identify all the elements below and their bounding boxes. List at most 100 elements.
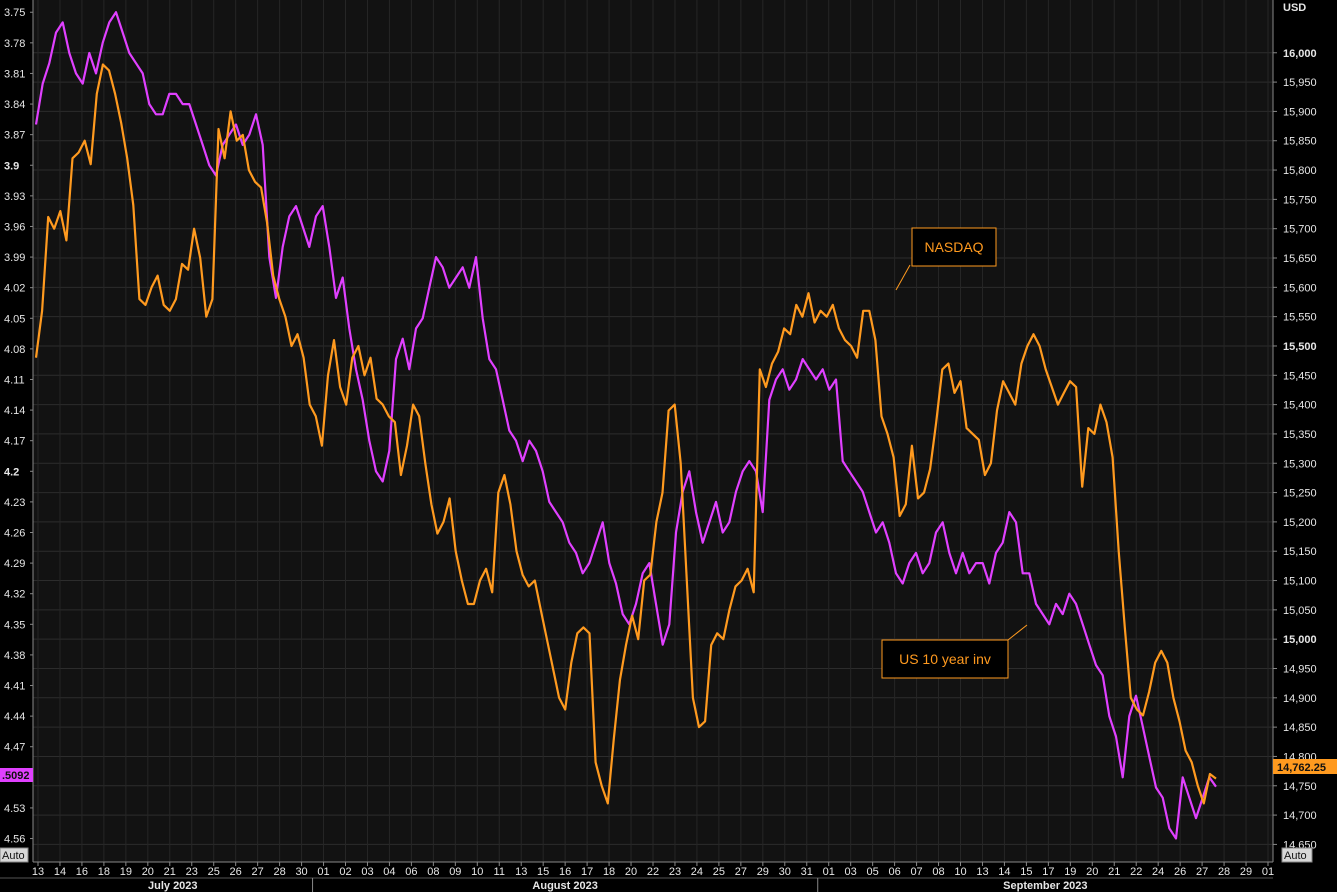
right-tick-label: 14,700 <box>1283 810 1317 822</box>
x-tick-label: 22 <box>647 866 659 878</box>
x-tick-label: 26 <box>1174 866 1186 878</box>
right-tick-label: 16,000 <box>1283 48 1317 60</box>
left-tick-label: 4.44 <box>4 711 25 723</box>
x-tick-label: 14 <box>998 866 1010 878</box>
x-tick-label: 13 <box>32 866 44 878</box>
x-tick-label: 30 <box>295 866 307 878</box>
right-tick-label: 15,900 <box>1283 106 1317 118</box>
right-tick-label: 15,350 <box>1283 429 1317 441</box>
left-tick-label: 4.02 <box>4 283 25 295</box>
x-tick-label: 20 <box>1086 866 1098 878</box>
left-tick-label: 4.56 <box>4 834 25 846</box>
nasdaq-series-line <box>34 63 1217 805</box>
x-tick-label: 19 <box>120 866 132 878</box>
x-tick-label: 08 <box>932 866 944 878</box>
x-tick-label: 08 <box>427 866 439 878</box>
right-tick-label: 14,750 <box>1283 781 1317 793</box>
right-tick-label: 15,250 <box>1283 488 1317 500</box>
right-tick-label: 15,100 <box>1283 576 1317 588</box>
right-tick-label: 15,800 <box>1283 165 1317 177</box>
right-tick-label: 15,050 <box>1283 605 1317 617</box>
right-tick-label: 15,950 <box>1283 77 1317 89</box>
x-tick-label: 30 <box>779 866 791 878</box>
x-tick-label: 23 <box>669 866 681 878</box>
x-tick-label: 21 <box>164 866 176 878</box>
month-labels: July 2023 August 2023 September 2023 <box>148 878 1088 892</box>
left-tick-label: 4.11 <box>4 374 25 386</box>
right-tick-label: 14,850 <box>1283 722 1317 734</box>
left-tick-label: 4.32 <box>4 589 25 601</box>
x-tick-label: 02 <box>339 866 351 878</box>
left-tick-label: 4.23 <box>4 497 25 509</box>
x-tick-label: 14 <box>54 866 66 878</box>
left-tick-label: 4.47 <box>4 742 25 754</box>
left-tick-label: 4.41 <box>4 681 25 693</box>
right-tick-label: 15,400 <box>1283 400 1317 412</box>
x-tick-label: 18 <box>603 866 615 878</box>
x-tick-label: 24 <box>1152 866 1164 878</box>
left-tick-label: 3.87 <box>4 130 25 142</box>
right-tick-label: 15,150 <box>1283 546 1317 558</box>
x-tick-label: 16 <box>559 866 571 878</box>
right-tick-label: 15,850 <box>1283 136 1317 148</box>
x-tick-label: 25 <box>713 866 725 878</box>
x-tick-label: 24 <box>691 866 703 878</box>
right-last-value-badge: 14,762.25 <box>1273 759 1337 774</box>
x-tick-label: 27 <box>1196 866 1208 878</box>
left-tick-label: 3.81 <box>4 68 25 80</box>
left-tick-label: 3.75 <box>4 7 25 19</box>
left-tick-label: 4.14 <box>4 405 25 417</box>
x-tick-label: 28 <box>1218 866 1230 878</box>
right-tick-label: 15,650 <box>1283 253 1317 265</box>
x-tick-label: 18 <box>98 866 110 878</box>
x-tick-label: 11 <box>494 866 505 878</box>
x-tick-label: 15 <box>537 866 549 878</box>
right-tick-label: 15,000 <box>1283 634 1317 646</box>
x-tick-label: 17 <box>581 866 593 878</box>
left-auto-label: Auto <box>2 850 25 862</box>
x-tick-label: 25 <box>208 866 220 878</box>
x-tick-label: 16 <box>76 866 88 878</box>
left-tick-label: 3.9 <box>4 160 19 172</box>
x-tick-label: 10 <box>471 866 483 878</box>
gridlines <box>33 0 1273 862</box>
left-tick-label: 3.84 <box>4 99 25 111</box>
left-tick-label: 3.96 <box>4 221 25 233</box>
us10y-annotation: US 10 year inv <box>881 624 1028 679</box>
month-label: August 2023 <box>532 880 597 892</box>
us10y-series-line <box>34 11 1217 840</box>
x-tick-label: 31 <box>801 866 813 878</box>
left-last-value: .5092 <box>2 770 30 782</box>
left-tick-label: 4.2 <box>4 466 19 478</box>
left-tick-label: 4.38 <box>4 650 25 662</box>
right-tick-label: 15,300 <box>1283 458 1317 470</box>
left-auto-button[interactable]: Auto <box>0 847 29 863</box>
x-tick-label: 29 <box>757 866 769 878</box>
left-tick-label: 4.08 <box>4 344 25 356</box>
left-tick-label: 4.53 <box>4 803 25 815</box>
right-auto-button[interactable]: Auto <box>1281 847 1313 863</box>
x-tick-label: 03 <box>845 866 857 878</box>
right-auto-label: Auto <box>1284 850 1307 862</box>
nasdaq-annotation: NASDAQ <box>895 227 997 291</box>
x-tick-label: 05 <box>867 866 879 878</box>
right-tick-label: 14,950 <box>1283 663 1317 675</box>
x-tick-label: 15 <box>1020 866 1032 878</box>
x-tick-label: 09 <box>449 866 461 878</box>
x-tick-label: 17 <box>1042 866 1054 878</box>
right-tick-label: 15,450 <box>1283 370 1317 382</box>
right-tick-label: 15,550 <box>1283 312 1317 324</box>
right-tick-label: 15,500 <box>1283 341 1317 353</box>
x-tick-label: 01 <box>317 866 329 878</box>
series-layer <box>34 11 1217 840</box>
x-tick-label: 13 <box>976 866 988 878</box>
x-tick-label: 27 <box>252 866 264 878</box>
right-tick-label: 14,900 <box>1283 693 1317 705</box>
x-tick-label: 04 <box>383 866 395 878</box>
x-tick-label: 26 <box>230 866 242 878</box>
x-tick-label: 22 <box>1130 866 1142 878</box>
left-tick-label: 3.93 <box>4 191 25 203</box>
x-tick-label: 20 <box>142 866 154 878</box>
us10y-annotation-label: US 10 year inv <box>899 651 991 667</box>
